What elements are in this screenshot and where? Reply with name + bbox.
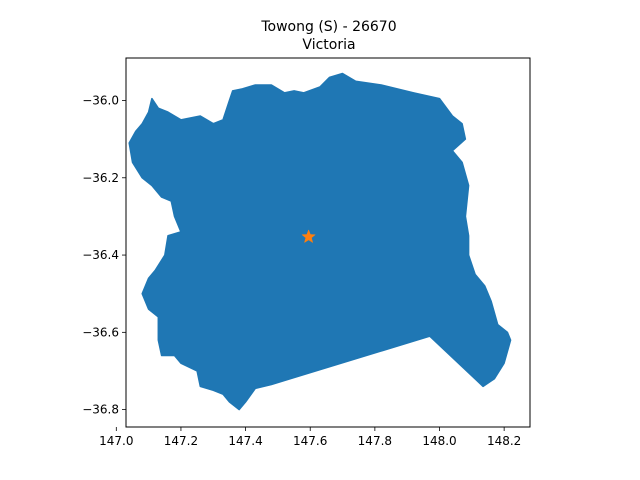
x-tick-label: 147.4 (228, 434, 262, 448)
y-axis: −36.0 −36.2 −36.4 −36.6 −36.8 (82, 94, 126, 417)
y-tick-label: −36.6 (82, 325, 119, 339)
centroid-star-marker (301, 229, 316, 244)
y-tick-label: −36.8 (82, 403, 119, 417)
x-tick-label: 147.8 (358, 434, 392, 448)
plot-frame (125, 57, 531, 428)
x-axis: 147.0 147.2 147.4 147.6 147.8 148.0 148.2 (99, 427, 521, 448)
x-tick-label: 148.2 (487, 434, 521, 448)
region-polygon (128, 72, 512, 411)
y-tick-label: −36.4 (82, 248, 119, 262)
x-tick-label: 147.6 (293, 434, 327, 448)
x-tick-label: 148.0 (422, 434, 456, 448)
y-tick-label: −36.2 (82, 171, 119, 185)
x-tick-label: 147.2 (164, 434, 198, 448)
y-tick-label: −36.0 (82, 94, 119, 108)
marker-layer (301, 229, 316, 244)
x-tick-label: 147.0 (99, 434, 133, 448)
chart-subtitle: Victoria (302, 37, 355, 53)
region-layer (128, 72, 512, 411)
chart-title: Towong (S) - 26670 (260, 19, 396, 35)
